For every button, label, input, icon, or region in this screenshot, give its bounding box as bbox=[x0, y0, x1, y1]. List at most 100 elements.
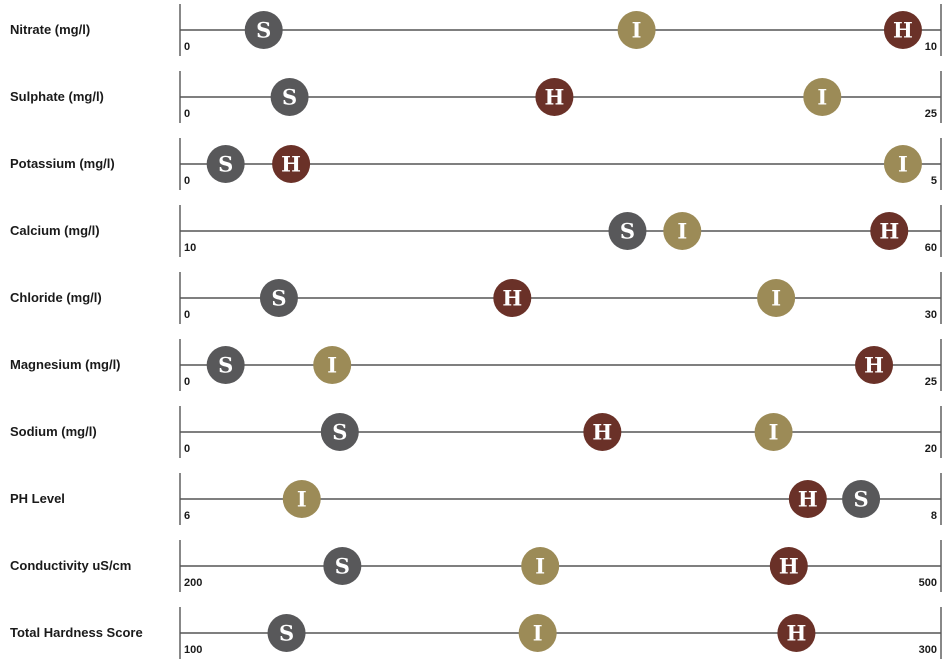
marker-I: I bbox=[282, 480, 321, 518]
marker-circle bbox=[754, 413, 793, 451]
marker-H: H bbox=[870, 212, 909, 250]
marker-S: S bbox=[267, 614, 306, 652]
row-label: Sodium (mg/l) bbox=[10, 424, 97, 439]
chart-row: Magnesium (mg/l) 0 25 S I H bbox=[10, 339, 942, 391]
marker-circle bbox=[282, 480, 321, 518]
row-label: Conductivity uS/cm bbox=[10, 558, 131, 573]
marker-circle bbox=[757, 279, 796, 317]
marker-circle bbox=[663, 212, 702, 250]
marker-H: H bbox=[883, 11, 922, 49]
marker-I: I bbox=[754, 413, 793, 451]
marker-S: S bbox=[320, 413, 359, 451]
marker-H: H bbox=[855, 346, 894, 384]
marker-letter: H bbox=[798, 487, 818, 512]
marker-letter: H bbox=[779, 554, 799, 579]
axis-min-label: 6 bbox=[184, 510, 190, 522]
marker-circle bbox=[883, 145, 922, 183]
marker-circle bbox=[270, 78, 309, 116]
axis-max-label: 25 bbox=[925, 376, 937, 388]
axis-max-label: 20 bbox=[925, 443, 937, 455]
marker-circle bbox=[583, 413, 622, 451]
chart-row: Sulphate (mg/l) 0 25 S H I bbox=[10, 71, 942, 123]
marker-S: S bbox=[259, 279, 298, 317]
marker-circle bbox=[788, 480, 827, 518]
marker-letter: S bbox=[218, 353, 233, 378]
marker-letter: I bbox=[533, 621, 543, 646]
marker-circle bbox=[206, 346, 245, 384]
axis-min-label: 0 bbox=[184, 443, 190, 455]
axis-min-label: 200 bbox=[184, 577, 202, 589]
marker-circle bbox=[883, 11, 922, 49]
axis-min-label: 0 bbox=[184, 175, 190, 187]
marker-S: S bbox=[270, 78, 309, 116]
marker-letter: I bbox=[898, 152, 908, 177]
marker-circle bbox=[518, 614, 557, 652]
marker-circle bbox=[855, 346, 894, 384]
axis-max-label: 30 bbox=[925, 309, 937, 321]
marker-letter: I bbox=[327, 353, 337, 378]
marker-circle bbox=[313, 346, 352, 384]
marker-letter: I bbox=[817, 85, 827, 110]
marker-I: I bbox=[617, 11, 656, 49]
marker-S: S bbox=[323, 547, 362, 585]
marker-S: S bbox=[206, 145, 245, 183]
chart-row: Calcium (mg/l) 10 60 S I H bbox=[10, 205, 942, 257]
marker-circle bbox=[842, 480, 881, 518]
marker-H: H bbox=[583, 413, 622, 451]
marker-letter: H bbox=[544, 85, 564, 110]
marker-circle bbox=[259, 279, 298, 317]
marker-letter: S bbox=[620, 219, 635, 244]
axis-min-label: 100 bbox=[184, 644, 202, 656]
marker-H: H bbox=[769, 547, 808, 585]
marker-circle bbox=[608, 212, 647, 250]
marker-circle bbox=[521, 547, 560, 585]
marker-circle bbox=[870, 212, 909, 250]
marker-letter: H bbox=[502, 286, 522, 311]
marker-I: I bbox=[663, 212, 702, 250]
marker-letter: S bbox=[282, 85, 297, 110]
marker-circle bbox=[267, 614, 306, 652]
axis-max-label: 500 bbox=[919, 577, 937, 589]
row-label: Chloride (mg/l) bbox=[10, 290, 102, 305]
marker-S: S bbox=[244, 11, 283, 49]
marker-letter: I bbox=[769, 420, 779, 445]
marker-H: H bbox=[788, 480, 827, 518]
marker-circle bbox=[323, 547, 362, 585]
chart-row: Chloride (mg/l) 0 30 S H I bbox=[10, 272, 942, 324]
row-label: PH Level bbox=[10, 491, 65, 506]
marker-circle bbox=[244, 11, 283, 49]
marker-H: H bbox=[777, 614, 816, 652]
marker-circle bbox=[320, 413, 359, 451]
chart-row: Total Hardness Score 100 300 S I H bbox=[10, 607, 942, 659]
axis-min-label: 10 bbox=[184, 242, 196, 254]
chart-row: Conductivity uS/cm 200 500 S I H bbox=[10, 540, 942, 592]
axis-max-label: 300 bbox=[919, 644, 937, 656]
marker-circle bbox=[769, 547, 808, 585]
marker-H: H bbox=[493, 279, 532, 317]
chart-row: Nitrate (mg/l) 0 10 S I H bbox=[10, 4, 942, 56]
marker-letter: I bbox=[297, 487, 307, 512]
marker-letter: S bbox=[335, 554, 350, 579]
marker-letter: S bbox=[218, 152, 233, 177]
row-label: Total Hardness Score bbox=[10, 625, 143, 640]
marker-I: I bbox=[521, 547, 560, 585]
axis-max-label: 25 bbox=[925, 108, 937, 120]
marker-circle bbox=[803, 78, 842, 116]
marker-letter: H bbox=[281, 152, 301, 177]
axis-min-label: 0 bbox=[184, 309, 190, 321]
marker-letter: H bbox=[864, 353, 884, 378]
chart-row: Sodium (mg/l) 0 20 S H I bbox=[10, 406, 942, 458]
axis-min-label: 0 bbox=[184, 41, 190, 53]
row-label: Potassium (mg/l) bbox=[10, 156, 115, 171]
marker-I: I bbox=[518, 614, 557, 652]
marker-circle bbox=[617, 11, 656, 49]
axis-max-label: 5 bbox=[931, 175, 937, 187]
marker-letter: H bbox=[879, 219, 899, 244]
marker-H: H bbox=[272, 145, 311, 183]
axis-min-label: 0 bbox=[184, 376, 190, 388]
marker-I: I bbox=[757, 279, 796, 317]
row-label: Magnesium (mg/l) bbox=[10, 357, 121, 372]
axis-max-label: 10 bbox=[925, 41, 937, 53]
marker-S: S bbox=[608, 212, 647, 250]
